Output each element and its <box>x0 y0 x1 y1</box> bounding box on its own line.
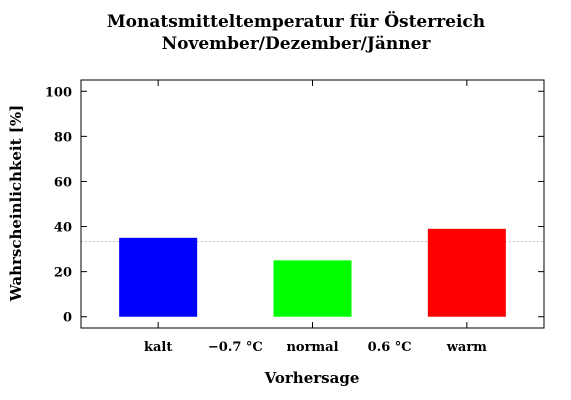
x-axis-ticks: kalt normal warm −0.7 °C 0.6 °C <box>144 80 487 355</box>
y-tick-label: 60 <box>54 175 72 190</box>
y-tick-label: 0 <box>63 311 72 326</box>
x-tick-label-warm: warm <box>446 340 487 355</box>
y-tick-label: 80 <box>54 130 72 145</box>
bar-kalt <box>119 237 198 317</box>
x-tick-label-kalt: kalt <box>144 340 172 355</box>
y-tick-label: 20 <box>54 266 72 281</box>
bars-group <box>119 228 506 317</box>
x-tick-label-normal: normal <box>286 340 338 355</box>
bar-normal <box>273 260 352 317</box>
x-threshold-label: 0.6 °C <box>368 340 412 355</box>
chart-title-line-1: Monatsmitteltemperatur für Österreich <box>107 11 485 32</box>
bar-warm <box>427 228 506 317</box>
y-axis-ticks: 0 20 40 60 80 100 <box>45 85 544 326</box>
x-threshold-label: −0.7 °C <box>208 340 263 355</box>
y-tick-label: 40 <box>54 221 72 236</box>
x-axis-label: Vorhersage <box>264 369 360 387</box>
y-axis-label: Wahrscheinlichkeit [%] <box>7 105 25 302</box>
chart-title-line-2: November/Dezember/Jänner <box>162 34 432 54</box>
y-tick-label: 100 <box>45 85 72 100</box>
